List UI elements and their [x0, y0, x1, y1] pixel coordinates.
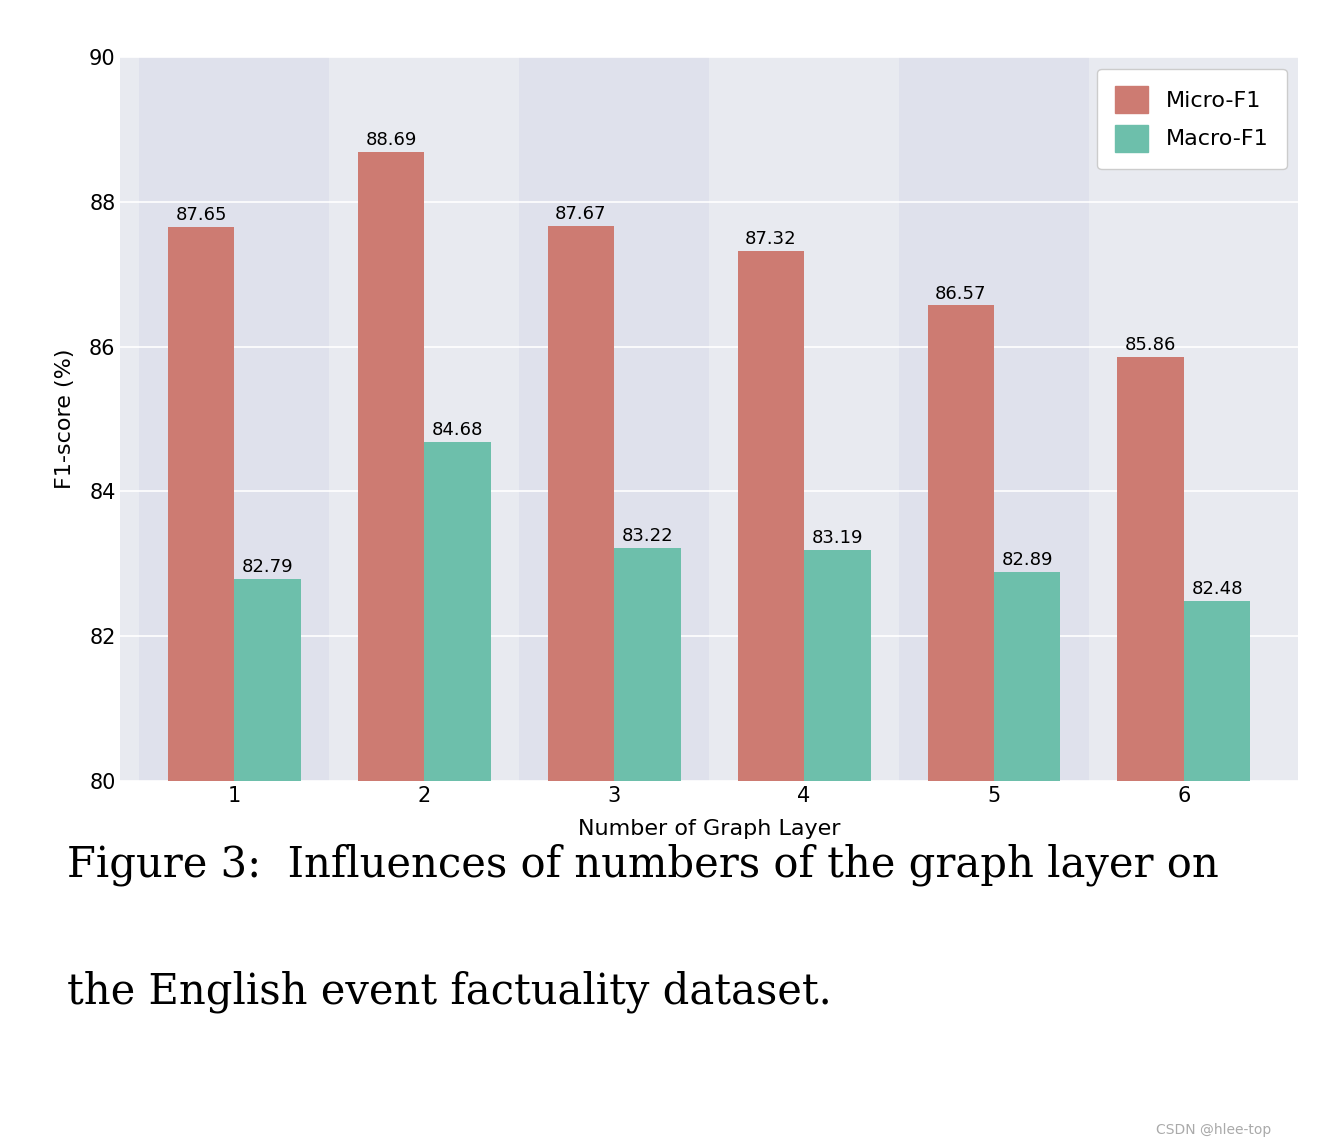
Text: 82.89: 82.89 [1001, 551, 1053, 568]
Text: 88.69: 88.69 [365, 131, 416, 149]
Bar [804, 550, 871, 1148]
Bar [927, 305, 994, 1148]
Text: 87.65: 87.65 [175, 207, 227, 225]
Bar [899, 57, 1089, 781]
Text: 83.19: 83.19 [812, 529, 863, 548]
Legend: Micro-F1, Macro-F1: Micro-F1, Macro-F1 [1097, 69, 1287, 170]
Text: 83.22: 83.22 [622, 527, 673, 545]
Bar [737, 251, 804, 1148]
Text: 87.67: 87.67 [555, 205, 606, 223]
Bar [139, 57, 329, 781]
Bar [1117, 357, 1184, 1148]
Text: 84.68: 84.68 [432, 421, 483, 440]
X-axis label: Number of Graph Layer: Number of Graph Layer [578, 820, 840, 839]
Text: 82.79: 82.79 [242, 558, 293, 576]
Y-axis label: F1-score (%): F1-score (%) [55, 349, 75, 489]
Text: CSDN @hlee-top: CSDN @hlee-top [1156, 1123, 1271, 1137]
Bar [357, 153, 424, 1148]
Text: the English event factuality dataset.: the English event factuality dataset. [67, 970, 832, 1013]
Bar [519, 57, 709, 781]
Text: 87.32: 87.32 [745, 231, 796, 248]
Bar [1184, 602, 1251, 1148]
Text: 86.57: 86.57 [935, 285, 986, 303]
Bar [614, 548, 681, 1148]
Bar [167, 227, 234, 1148]
Text: Figure 3:  Influences of numbers of the graph layer on: Figure 3: Influences of numbers of the g… [67, 844, 1219, 886]
Text: 82.48: 82.48 [1191, 581, 1243, 598]
Bar [424, 442, 491, 1148]
Bar [234, 579, 301, 1148]
Bar [994, 572, 1061, 1148]
Text: 85.86: 85.86 [1125, 336, 1176, 354]
Bar [547, 226, 614, 1148]
